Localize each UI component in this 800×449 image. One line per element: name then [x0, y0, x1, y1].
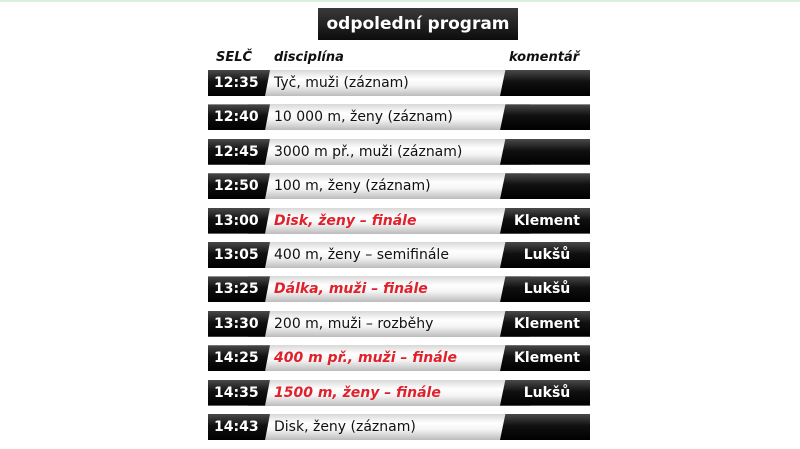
time-cell: 12:35	[208, 70, 270, 96]
time-cell: 13:25	[208, 276, 270, 303]
commentator-cell: Klement	[500, 345, 590, 372]
discipline-cell: 3000 m př., muži (záznam)	[274, 143, 463, 160]
time-cell: 13:30	[208, 310, 270, 337]
discipline-cell: Disk, ženy – finále	[274, 212, 417, 229]
commentator-cell: Lukšů	[500, 242, 590, 268]
commentator-cell: Lukšů	[500, 379, 590, 406]
row-background	[248, 173, 530, 200]
commentator-cell: Klement	[500, 310, 590, 337]
schedule-row: 12:40 10 000 m, ženy (záznam)	[208, 104, 590, 131]
row-background	[248, 242, 530, 268]
row-background	[248, 345, 530, 372]
schedule-row: 13:25 Dálka, muži – finále Lukšů	[208, 276, 590, 303]
header-discipline: disciplína	[274, 50, 344, 65]
time-cell: 12:40	[208, 104, 270, 131]
row-background	[248, 379, 530, 406]
schedule-row: 14:43 Disk, ženy (záznam)	[208, 414, 590, 440]
schedule-row: 12:45 3000 m př., muži (záznam)	[208, 138, 590, 165]
schedule-row: 13:05 400 m, ženy – semifinále Lukšů	[208, 242, 590, 268]
discipline-cell: Disk, ženy (záznam)	[274, 419, 416, 435]
row-background	[248, 310, 530, 337]
discipline-cell: 400 m, ženy – semifinále	[274, 247, 449, 263]
commentator-cell	[500, 414, 590, 440]
time-cell: 13:00	[208, 207, 270, 234]
row-background	[248, 207, 530, 234]
schedule-row: 12:50 100 m, ženy (záznam)	[208, 173, 590, 200]
commentator-cell	[500, 104, 590, 131]
row-background	[248, 104, 530, 131]
header-time: SELČ	[216, 50, 253, 65]
commentator-cell	[500, 138, 590, 165]
row-background	[248, 138, 530, 165]
header-comment: komentář	[509, 50, 580, 65]
row-background	[248, 276, 530, 303]
discipline-cell: 200 m, muži – rozběhy	[274, 315, 434, 332]
schedule-row: 12:35 Tyč, muži (záznam)	[208, 70, 590, 96]
time-cell: 12:45	[208, 138, 270, 165]
commentator-cell: Klement	[500, 207, 590, 234]
schedule-row: 14:35 1500 m, ženy – finále Lukšů	[208, 379, 590, 406]
row-background	[248, 70, 530, 96]
top-border	[0, 0, 800, 2]
discipline-cell: 10 000 m, ženy (záznam)	[274, 109, 453, 126]
discipline-cell: 100 m, ženy (záznam)	[274, 178, 431, 195]
discipline-cell: Dálka, muži – finále	[274, 281, 428, 298]
row-background	[248, 414, 530, 440]
discipline-cell: 400 m př., muži – finále	[274, 350, 457, 367]
time-cell: 14:43	[208, 414, 270, 440]
time-cell: 12:50	[208, 173, 270, 200]
time-cell: 13:05	[208, 242, 270, 268]
discipline-cell: Tyč, muži (záznam)	[274, 75, 409, 91]
commentator-cell	[500, 70, 590, 96]
time-cell: 14:25	[208, 345, 270, 372]
page-title: odpolední program	[318, 8, 518, 40]
time-cell: 14:35	[208, 379, 270, 406]
schedule-row: 13:00 Disk, ženy – finále Klement	[208, 207, 590, 234]
discipline-cell: 1500 m, ženy – finále	[274, 384, 441, 401]
commentator-cell: Lukšů	[500, 276, 590, 303]
commentator-cell	[500, 173, 590, 200]
schedule-row: 14:25 400 m př., muži – finále Klement	[208, 345, 590, 372]
schedule-row: 13:30 200 m, muži – rozběhy Klement	[208, 310, 590, 337]
